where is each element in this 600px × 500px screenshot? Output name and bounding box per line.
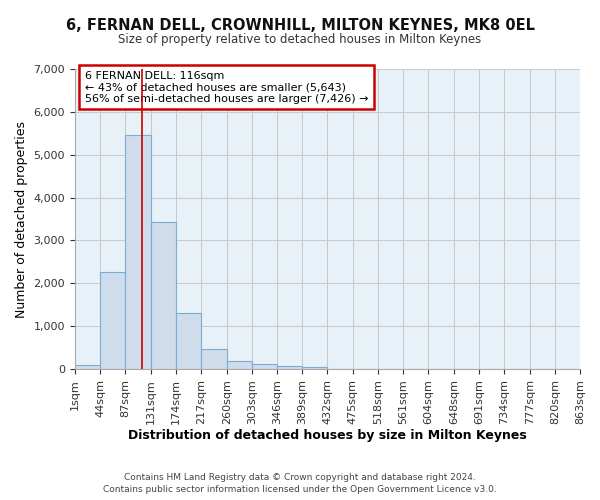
Bar: [277, 366, 302, 369]
Text: 6 FERNAN DELL: 116sqm
← 43% of detached houses are smaller (5,643)
56% of semi-d: 6 FERNAN DELL: 116sqm ← 43% of detached …: [85, 70, 368, 104]
Bar: [227, 361, 252, 369]
Bar: [252, 364, 277, 369]
Bar: [202, 349, 227, 369]
Bar: [75, 365, 100, 369]
Text: 6, FERNAN DELL, CROWNHILL, MILTON KEYNES, MK8 0EL: 6, FERNAN DELL, CROWNHILL, MILTON KEYNES…: [65, 18, 535, 32]
X-axis label: Distribution of detached houses by size in Milton Keynes: Distribution of detached houses by size …: [128, 430, 527, 442]
Text: Contains public sector information licensed under the Open Government Licence v3: Contains public sector information licen…: [103, 485, 497, 494]
Y-axis label: Number of detached properties: Number of detached properties: [15, 120, 28, 318]
Bar: [302, 366, 328, 369]
Bar: [100, 272, 125, 369]
Bar: [125, 136, 151, 369]
Text: Size of property relative to detached houses in Milton Keynes: Size of property relative to detached ho…: [118, 32, 482, 46]
Text: Contains HM Land Registry data © Crown copyright and database right 2024.: Contains HM Land Registry data © Crown c…: [124, 472, 476, 482]
Bar: [151, 222, 176, 369]
Bar: [176, 313, 202, 369]
